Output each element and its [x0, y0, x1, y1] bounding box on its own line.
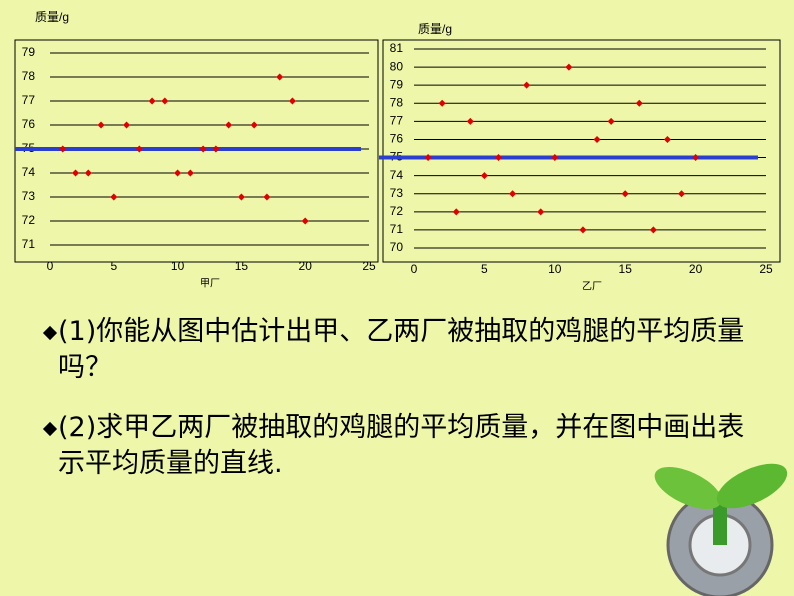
y-axis-label: 质量/g — [35, 10, 69, 24]
y-tick-label: 79 — [22, 45, 36, 59]
point — [250, 121, 258, 129]
point — [199, 145, 207, 153]
point — [424, 154, 432, 162]
point — [123, 121, 131, 129]
x-tick-label: 5 — [481, 262, 488, 276]
point — [663, 135, 671, 143]
point — [263, 193, 271, 201]
y-tick-label: 77 — [390, 114, 404, 128]
point — [212, 145, 220, 153]
y-tick-label: 76 — [22, 117, 36, 131]
y-tick-label: 79 — [390, 77, 404, 91]
point — [452, 208, 460, 216]
y-tick-label: 80 — [390, 59, 404, 73]
point — [635, 99, 643, 107]
x-tick-label: 0 — [47, 259, 54, 273]
point — [288, 97, 296, 105]
point — [649, 226, 657, 234]
point — [509, 190, 517, 198]
y-tick-label: 73 — [22, 189, 36, 203]
point — [466, 117, 474, 125]
point — [110, 193, 118, 201]
question: (1)你能从图中估计出甲、乙两厂被抽取的鸡腿的平均质量吗？ — [58, 316, 745, 383]
x-tick-label: 0 — [411, 262, 418, 276]
point — [692, 154, 700, 162]
y-tick-label: 71 — [390, 222, 404, 236]
y-tick-label: 72 — [390, 204, 404, 218]
point — [186, 169, 194, 177]
plant-icon — [654, 463, 788, 596]
point — [678, 190, 686, 198]
y-tick-label: 73 — [390, 186, 404, 200]
point — [301, 217, 309, 225]
x-axis-label: 乙厂 — [582, 281, 602, 293]
y-tick-label: 78 — [390, 95, 404, 109]
point — [84, 169, 92, 177]
question: (2)求甲乙两厂被抽取的鸡腿的平均质量，并在图中画出表示平均质量的直线. — [58, 412, 745, 479]
point — [551, 154, 559, 162]
x-tick-label: 15 — [619, 262, 633, 276]
y-axis-label: 质量/g — [418, 22, 452, 36]
x-tick-label: 15 — [235, 259, 249, 273]
point — [523, 81, 531, 89]
chart-frame — [382, 39, 781, 263]
x-tick-label: 5 — [110, 259, 117, 273]
point — [237, 193, 245, 201]
x-tick-label: 10 — [548, 262, 562, 276]
point — [438, 99, 446, 107]
x-tick-label: 20 — [299, 259, 313, 273]
point — [579, 226, 587, 234]
x-tick-label: 25 — [362, 259, 376, 273]
point — [276, 73, 284, 81]
point — [97, 121, 105, 129]
x-tick-label: 10 — [171, 259, 185, 273]
point — [161, 97, 169, 105]
point — [621, 190, 629, 198]
point — [565, 63, 573, 71]
point — [59, 145, 67, 153]
point — [72, 169, 80, 177]
point — [593, 135, 601, 143]
x-tick-label: 25 — [759, 262, 773, 276]
y-tick-label: 71 — [22, 237, 36, 251]
y-tick-label: 74 — [22, 165, 36, 179]
point — [225, 121, 233, 129]
y-tick-label: 81 — [390, 41, 404, 55]
y-tick-label: 76 — [390, 132, 404, 146]
point — [480, 172, 488, 180]
y-tick-label: 70 — [390, 240, 404, 254]
point — [537, 208, 545, 216]
y-tick-label: 72 — [22, 213, 36, 227]
point — [494, 154, 502, 162]
point — [135, 145, 143, 153]
point — [607, 117, 615, 125]
x-tick-label: 20 — [689, 262, 703, 276]
y-tick-label: 74 — [390, 168, 404, 182]
x-axis-label: 甲厂 — [200, 279, 220, 290]
y-tick-label: 78 — [22, 69, 36, 83]
point — [174, 169, 182, 177]
point — [148, 97, 156, 105]
y-tick-label: 77 — [22, 93, 36, 107]
